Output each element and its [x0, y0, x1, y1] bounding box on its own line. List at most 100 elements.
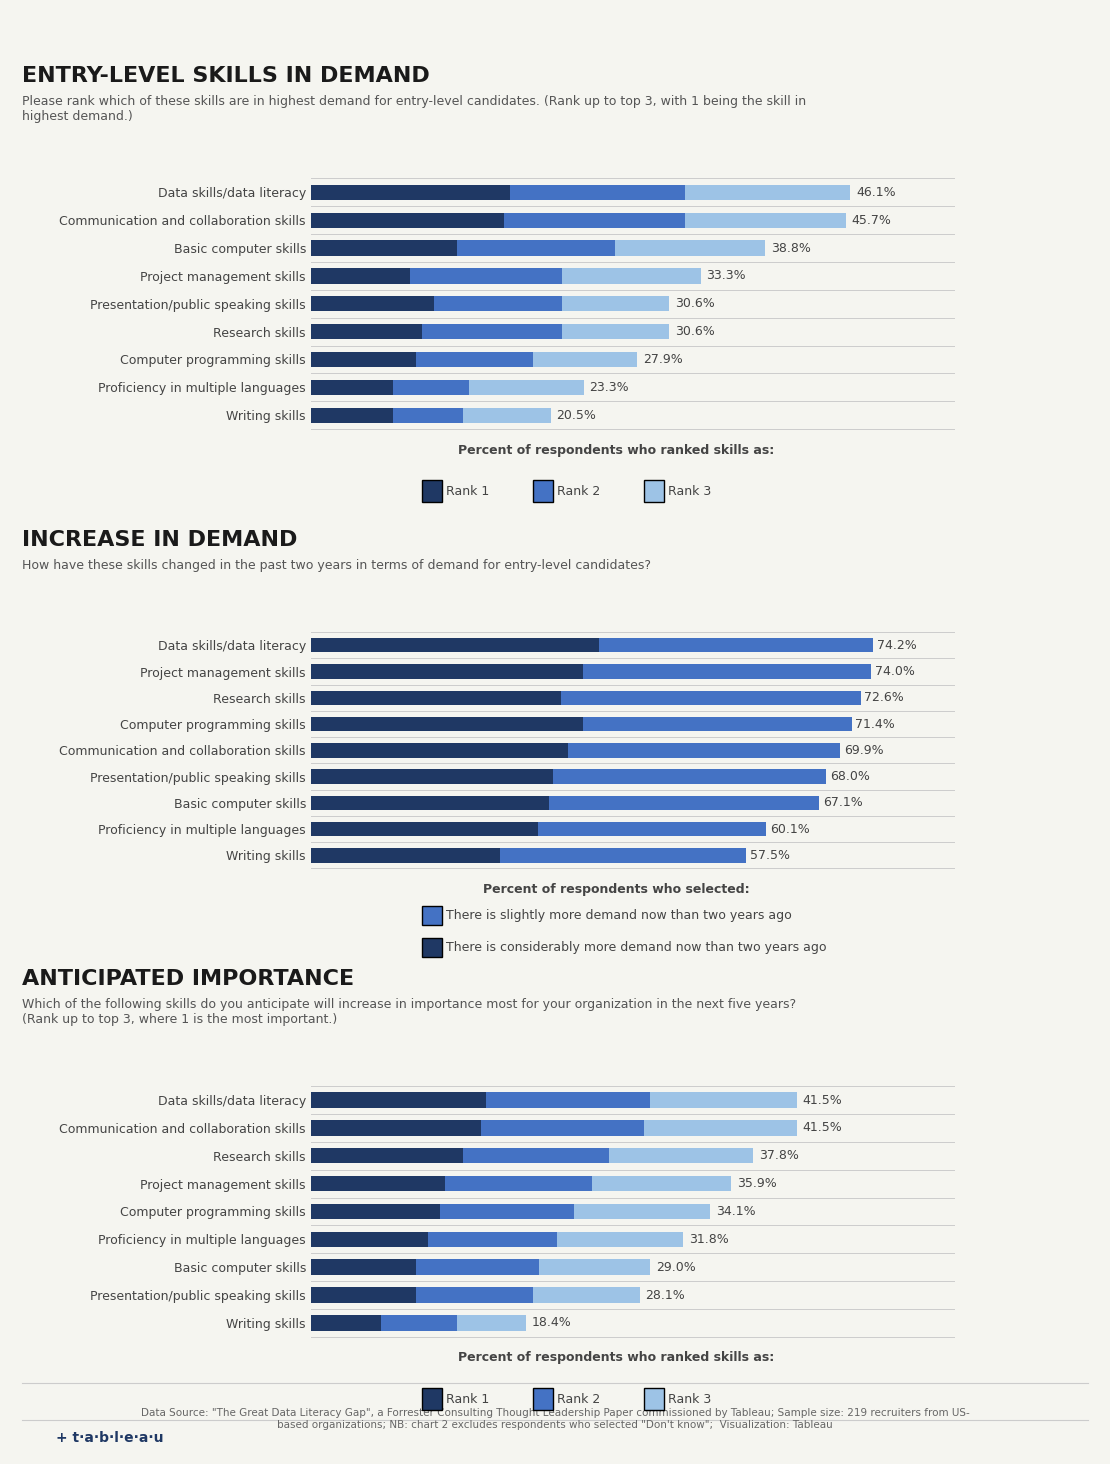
Bar: [311, 848, 501, 862]
Text: There is slightly more demand now than two years ago: There is slightly more demand now than t…: [446, 909, 791, 921]
Text: 72.6%: 72.6%: [865, 691, 905, 704]
Bar: [311, 379, 393, 395]
Text: Rank 1: Rank 1: [446, 1394, 490, 1405]
Bar: [563, 268, 700, 284]
Bar: [416, 1287, 533, 1303]
Text: How have these skills changed in the past two years in terms of demand for entry: How have these skills changed in the pas…: [22, 559, 652, 572]
Bar: [311, 1092, 486, 1108]
Bar: [561, 691, 860, 706]
Bar: [553, 770, 826, 783]
Bar: [568, 744, 840, 757]
Bar: [311, 795, 549, 810]
Bar: [533, 351, 637, 367]
Bar: [468, 379, 584, 395]
Bar: [609, 1148, 754, 1164]
Bar: [311, 324, 422, 340]
Bar: [457, 240, 615, 256]
Bar: [463, 407, 551, 423]
Text: 23.3%: 23.3%: [589, 381, 629, 394]
Bar: [311, 638, 598, 653]
Text: 37.8%: 37.8%: [759, 1149, 799, 1162]
Bar: [411, 268, 563, 284]
Text: Data Source: "The Great Data Literacy Gap", a Forrester Consulting Thought Leade: Data Source: "The Great Data Literacy Ga…: [141, 1408, 969, 1430]
Text: Percent of respondents who ranked skills as:: Percent of respondents who ranked skills…: [458, 1351, 774, 1364]
Bar: [311, 407, 393, 423]
Bar: [427, 1231, 556, 1247]
Bar: [457, 1315, 526, 1331]
Text: 67.1%: 67.1%: [823, 796, 862, 810]
Text: + t·a·b·l·e·a·u: + t·a·b·l·e·a·u: [56, 1430, 163, 1445]
Bar: [311, 1176, 445, 1192]
Text: ANTICIPATED IMPORTANCE: ANTICIPATED IMPORTANCE: [22, 969, 354, 990]
Bar: [311, 821, 538, 836]
Bar: [311, 296, 434, 312]
Bar: [381, 1315, 457, 1331]
Bar: [509, 184, 685, 201]
Text: 31.8%: 31.8%: [689, 1233, 728, 1246]
Text: 46.1%: 46.1%: [856, 186, 896, 199]
Bar: [416, 351, 533, 367]
Text: 30.6%: 30.6%: [675, 325, 715, 338]
Bar: [563, 324, 669, 340]
Bar: [311, 351, 416, 367]
Bar: [539, 1259, 650, 1275]
Bar: [685, 212, 846, 228]
Text: Rank 3: Rank 3: [668, 1394, 712, 1405]
Text: 35.9%: 35.9%: [737, 1177, 777, 1190]
Bar: [504, 212, 685, 228]
Text: Percent of respondents who ranked skills as:: Percent of respondents who ranked skills…: [458, 444, 774, 457]
Bar: [598, 638, 872, 653]
Bar: [584, 665, 871, 679]
Text: 28.1%: 28.1%: [646, 1288, 685, 1301]
Bar: [440, 1203, 574, 1220]
Text: 34.1%: 34.1%: [716, 1205, 756, 1218]
Text: 68.0%: 68.0%: [829, 770, 869, 783]
Bar: [416, 1259, 539, 1275]
Bar: [311, 770, 553, 783]
Text: Please rank which of these skills are in highest demand for entry-level candidat: Please rank which of these skills are in…: [22, 95, 806, 123]
Bar: [685, 184, 850, 201]
Text: Rank 2: Rank 2: [557, 1394, 601, 1405]
Bar: [311, 1120, 481, 1136]
Text: There is considerably more demand now than two years ago: There is considerably more demand now th…: [446, 941, 827, 953]
Text: Rank 3: Rank 3: [668, 486, 712, 498]
Bar: [311, 691, 561, 706]
Bar: [311, 184, 509, 201]
Text: 69.9%: 69.9%: [844, 744, 884, 757]
Text: 71.4%: 71.4%: [856, 717, 895, 731]
Bar: [311, 744, 568, 757]
Bar: [501, 848, 746, 862]
Text: 41.5%: 41.5%: [803, 1094, 842, 1107]
Bar: [556, 1231, 683, 1247]
Text: 20.5%: 20.5%: [556, 408, 596, 422]
Bar: [311, 212, 504, 228]
Bar: [434, 296, 563, 312]
Text: 27.9%: 27.9%: [643, 353, 683, 366]
Bar: [311, 240, 457, 256]
Bar: [311, 717, 584, 731]
Text: INCREASE IN DEMAND: INCREASE IN DEMAND: [22, 530, 297, 550]
Bar: [311, 1287, 416, 1303]
Bar: [645, 1120, 797, 1136]
Text: Percent of respondents who selected:: Percent of respondents who selected:: [483, 883, 749, 896]
Bar: [311, 1148, 463, 1164]
Text: Rank 2: Rank 2: [557, 486, 601, 498]
Bar: [393, 407, 463, 423]
Bar: [615, 240, 765, 256]
Bar: [549, 795, 819, 810]
Bar: [393, 379, 468, 395]
Bar: [533, 1287, 639, 1303]
Text: 38.8%: 38.8%: [770, 242, 810, 255]
Bar: [311, 665, 584, 679]
Bar: [445, 1176, 592, 1192]
Text: 30.6%: 30.6%: [675, 297, 715, 310]
Bar: [463, 1148, 609, 1164]
Text: 33.3%: 33.3%: [706, 269, 746, 283]
Bar: [592, 1176, 731, 1192]
Bar: [563, 296, 669, 312]
Bar: [481, 1120, 645, 1136]
Text: 29.0%: 29.0%: [656, 1261, 696, 1274]
Bar: [486, 1092, 650, 1108]
Bar: [538, 821, 766, 836]
Text: 74.0%: 74.0%: [875, 665, 915, 678]
